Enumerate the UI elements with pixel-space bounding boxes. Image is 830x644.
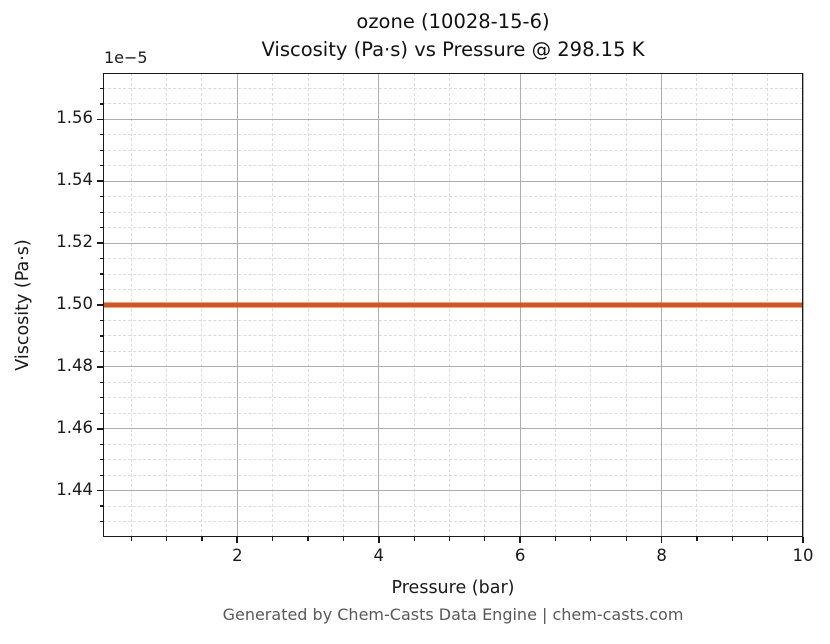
y-gridline-minor (103, 227, 803, 229)
x-tick-label: 6 (514, 546, 526, 565)
y-tick-minor (99, 149, 103, 151)
y-gridline-minor (103, 196, 803, 198)
y-tick-minor (99, 134, 103, 136)
y-axis-offset-label: 1e−5 (104, 48, 148, 67)
y-tick-label: 1.44 (56, 479, 93, 499)
y-gridline-minor (103, 443, 803, 445)
x-tick-minor (731, 537, 733, 541)
y-tick-minor (99, 165, 103, 167)
y-gridline-minor (103, 211, 803, 213)
y-tick-minor (99, 196, 103, 198)
y-gridline-minor (103, 273, 803, 275)
y-tick-minor (99, 459, 103, 461)
y-tick-minor (99, 103, 103, 105)
y-tick-minor (99, 412, 103, 414)
y-tick-minor (99, 350, 103, 352)
y-tick-label: 1.54 (56, 170, 93, 190)
y-gridline-minor (103, 381, 803, 383)
y-gridline-minor (103, 505, 803, 507)
y-gridline-minor (103, 149, 803, 151)
x-tick-major (236, 537, 239, 543)
x-tick-major (519, 537, 522, 543)
y-tick-major (97, 180, 103, 183)
y-gridline-minor (103, 412, 803, 414)
y-tick-minor (99, 397, 103, 399)
x-tick-major (377, 537, 380, 543)
x-tick-minor (342, 537, 344, 541)
y-tick-major (97, 365, 103, 368)
y-tick-minor (99, 520, 103, 523)
x-tick-minor (590, 537, 592, 541)
x-tick-label: 2 (232, 546, 243, 565)
x-gridline-major (802, 73, 804, 537)
y-gridline-minor (103, 335, 803, 337)
x-tick-minor (696, 537, 698, 541)
y-gridline-major (103, 490, 803, 492)
y-tick-minor (99, 381, 103, 383)
x-tick-minor (201, 537, 203, 541)
chart-title-line1: ozone (10028-15-6) (356, 10, 550, 33)
y-tick-minor (99, 258, 103, 260)
y-tick-minor (99, 227, 103, 229)
y-gridline-minor (103, 165, 803, 167)
x-tick-minor (767, 537, 769, 541)
y-gridline-major (103, 118, 803, 120)
x-tick-major (660, 537, 663, 543)
x-tick-minor (413, 537, 415, 541)
y-tick-minor (99, 319, 103, 322)
y-gridline-minor (103, 258, 803, 260)
x-tick-minor (272, 537, 274, 541)
x-tick-minor (448, 537, 451, 541)
y-tick-label: 1.46 (56, 417, 93, 437)
y-gridline-minor (103, 103, 803, 105)
y-gridline-minor (103, 459, 803, 461)
x-tick-minor (554, 537, 557, 541)
x-tick-label: 10 (792, 546, 814, 565)
y-gridline-minor (103, 289, 803, 291)
y-gridline-minor (103, 319, 803, 321)
y-gridline-minor (103, 87, 803, 89)
y-tick-minor (99, 443, 103, 445)
x-tick-major (802, 537, 804, 543)
x-tick-label: 8 (656, 546, 667, 565)
y-gridline-minor (103, 474, 803, 476)
x-tick-minor (484, 537, 486, 541)
y-tick-minor (99, 288, 103, 291)
footer-credit: Generated by Chem-Casts Data Engine | ch… (222, 605, 684, 624)
y-tick-minor (99, 505, 103, 507)
x-tick-minor (166, 537, 168, 541)
y-tick-major (97, 242, 103, 245)
x-tick-minor (625, 537, 627, 541)
y-tick-minor (99, 335, 103, 337)
y-tick-minor (99, 211, 103, 213)
y-gridline-minor (103, 134, 803, 136)
y-tick-label: 1.50 (56, 294, 93, 313)
y-tick-minor (99, 87, 103, 90)
chart-title: ozone (10028-15-6) Viscosity (Pa·s) vs P… (103, 8, 803, 64)
y-gridline-major (103, 242, 803, 244)
y-tick-major (97, 427, 103, 430)
y-tick-major (97, 304, 103, 306)
x-axis-label: Pressure (bar) (391, 578, 515, 598)
x-tick-minor (307, 537, 309, 541)
x-tick-minor (130, 537, 132, 541)
y-tick-minor (99, 474, 103, 476)
y-tick-major (97, 118, 103, 121)
y-gridline-minor (103, 397, 803, 399)
series-layer (103, 302, 803, 308)
y-gridline-minor (103, 521, 803, 523)
y-tick-minor (99, 273, 103, 275)
y-gridline-major (103, 180, 803, 182)
y-gridline-major (103, 366, 803, 368)
chart-title-line2: Viscosity (Pa·s) vs Pressure @ 298.15 K (261, 38, 645, 61)
y-gridline-minor (103, 350, 803, 352)
x-tick-label: 4 (373, 546, 385, 565)
y-gridline-major (103, 428, 803, 430)
y-tick-label: 1.52 (56, 232, 93, 252)
y-tick-major (97, 489, 103, 492)
y-tick-label: 1.56 (56, 108, 93, 128)
y-tick-label: 1.48 (56, 355, 93, 375)
